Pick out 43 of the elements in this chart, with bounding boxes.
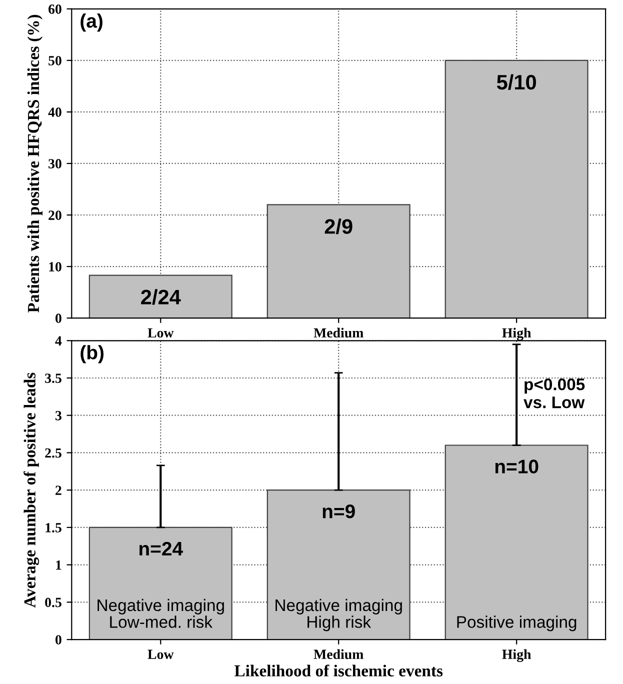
chart-title: (b) — [80, 345, 104, 364]
annotation: n=24 — [139, 542, 183, 556]
x-tick-label: Medium — [314, 328, 364, 338]
y-tick-label: 60 — [48, 4, 62, 14]
bar — [444, 444, 588, 640]
y-axis-title: Patients with positive HFQRS indices (%) — [27, 14, 42, 312]
annotation: n=10 — [495, 460, 538, 474]
annotation: 2/9 — [324, 218, 352, 234]
annotation: 5/10 — [496, 74, 536, 90]
y-tick-label: 50 — [48, 56, 62, 66]
y-tick-label: 0 — [56, 635, 62, 644]
annotation: Negative imaging High risk — [276, 598, 402, 632]
y-tick-label: 40 — [48, 108, 62, 117]
y-tick-label: 0.5 — [45, 598, 62, 608]
x-tick-label: Medium — [314, 649, 364, 660]
annotation: Negative imaging Low-med. risk — [98, 598, 224, 628]
bar — [266, 490, 410, 640]
annotation: Positive imaging — [457, 616, 576, 632]
bar — [88, 526, 232, 640]
y-tick-label: 2.5 — [45, 448, 62, 458]
bar — [266, 204, 410, 318]
bar — [444, 60, 588, 318]
x-tick-label: High — [502, 649, 532, 662]
y-tick-label: 4 — [55, 336, 62, 346]
y-tick-label: 3.5 — [45, 374, 62, 384]
y-tick-label: 3 — [56, 410, 62, 420]
y-tick-label: 2 — [56, 486, 62, 495]
y-tick-label: 10 — [49, 262, 62, 272]
x-axis-title: Likelihood of ischemic events — [234, 664, 443, 676]
y-tick-label: 1.5 — [46, 523, 62, 532]
chart-title: (a) — [80, 14, 102, 32]
y-tick-label: 30 — [48, 159, 62, 168]
y-tick-label: 20 — [48, 210, 62, 220]
y-tick-label: 0 — [56, 314, 62, 324]
x-tick-label: Low — [148, 328, 174, 338]
y-axis-title: Average number of positive leads — [24, 372, 40, 608]
annotation: n=9 — [322, 504, 355, 518]
annotation: 2/24 — [141, 289, 181, 305]
x-tick-label: Low — [148, 650, 174, 660]
bar — [88, 274, 232, 318]
x-tick-label: High — [502, 328, 532, 340]
y-tick-label: 1 — [56, 560, 62, 570]
annotation: p<0.005 vs. Low — [524, 378, 585, 408]
